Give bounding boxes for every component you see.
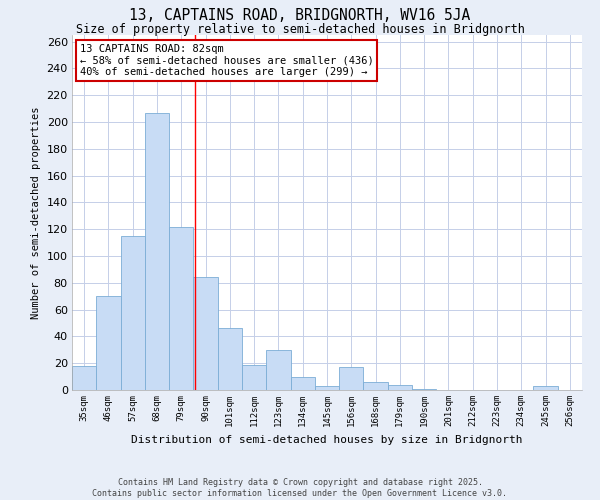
Bar	[72, 366, 96, 390]
Bar	[339, 367, 364, 390]
Bar	[533, 386, 558, 390]
Bar	[145, 112, 169, 390]
Bar	[121, 236, 145, 390]
Text: 13 CAPTAINS ROAD: 82sqm
← 58% of semi-detached houses are smaller (436)
40% of s: 13 CAPTAINS ROAD: 82sqm ← 58% of semi-de…	[80, 44, 373, 77]
Y-axis label: Number of semi-detached properties: Number of semi-detached properties	[31, 106, 41, 319]
Bar	[315, 386, 339, 390]
Bar	[218, 328, 242, 390]
Bar	[193, 278, 218, 390]
Bar	[169, 226, 193, 390]
Bar	[266, 350, 290, 390]
Bar	[364, 382, 388, 390]
Bar	[388, 384, 412, 390]
Bar	[242, 364, 266, 390]
Text: 13, CAPTAINS ROAD, BRIDGNORTH, WV16 5JA: 13, CAPTAINS ROAD, BRIDGNORTH, WV16 5JA	[130, 8, 470, 22]
Bar	[96, 296, 121, 390]
Text: Size of property relative to semi-detached houses in Bridgnorth: Size of property relative to semi-detach…	[76, 22, 524, 36]
Bar	[412, 388, 436, 390]
Text: Contains HM Land Registry data © Crown copyright and database right 2025.
Contai: Contains HM Land Registry data © Crown c…	[92, 478, 508, 498]
Bar	[290, 376, 315, 390]
X-axis label: Distribution of semi-detached houses by size in Bridgnorth: Distribution of semi-detached houses by …	[131, 435, 523, 445]
